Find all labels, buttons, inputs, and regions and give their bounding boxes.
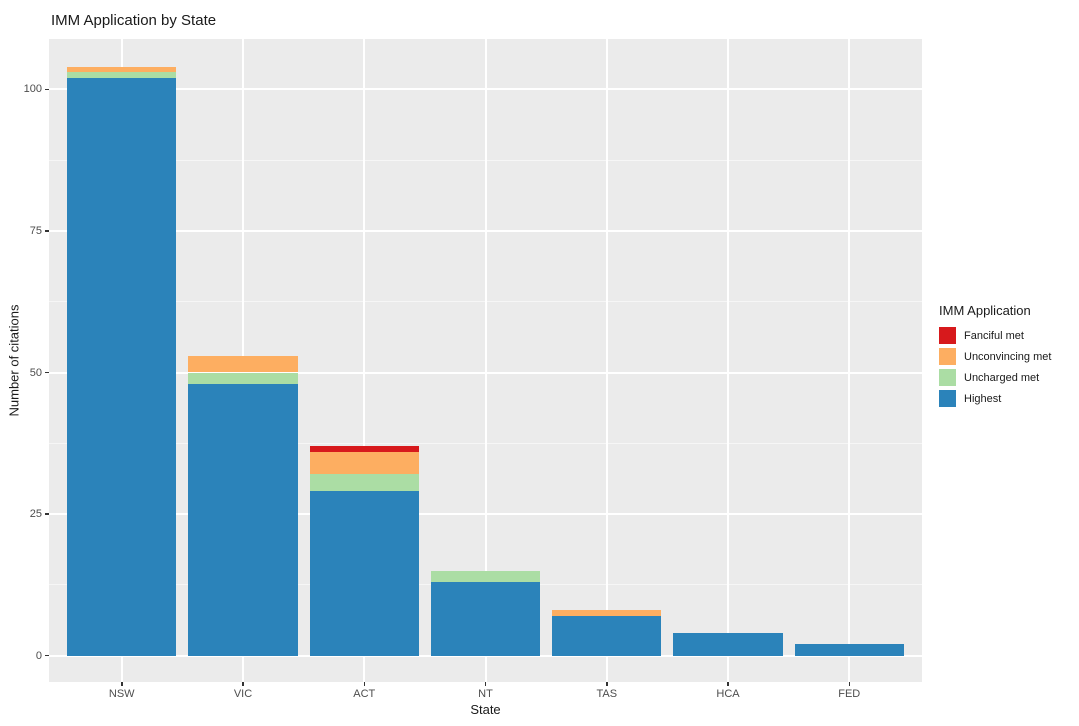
y-tick-label: 0: [35, 649, 42, 662]
bar-segment: [309, 474, 419, 492]
y-axis-tick: [45, 513, 49, 515]
bar-segment: [309, 451, 419, 475]
x-axis-tick: [363, 682, 365, 686]
y-tick-label: 50: [29, 366, 42, 379]
legend-label: Highest: [964, 392, 1002, 405]
bar-segment: [309, 446, 419, 452]
x-axis-tick: [242, 682, 244, 686]
y-axis-title: Number of citations: [6, 304, 22, 417]
bar-segment: [430, 570, 541, 583]
chart-title: IMM Application by State: [51, 12, 217, 29]
x-axis-tick: [727, 682, 729, 686]
legend-label: Uncharged met: [964, 371, 1040, 384]
x-axis-title: State: [470, 702, 501, 717]
y-tick-label: 100: [23, 83, 42, 96]
bar-segment: [67, 66, 177, 73]
x-tick-label: NT: [478, 688, 493, 700]
legend-entry: Highest: [939, 390, 1051, 407]
legend-swatch-icon: [939, 390, 956, 407]
bar-segment: [188, 355, 298, 373]
bar-segment: [552, 616, 662, 656]
x-axis-tick: [484, 682, 487, 686]
bar-segment: [309, 491, 419, 656]
legend-swatch-icon: [939, 348, 956, 365]
bar-segment: [188, 372, 298, 384]
legend-entry: Fanciful met: [939, 327, 1051, 344]
gridline-major-x: [484, 39, 487, 682]
gridline-major-x: [848, 39, 851, 682]
legend-swatch-icon: [939, 327, 956, 344]
bar-segment: [188, 383, 298, 656]
legend: IMM Application Fanciful met Unconvincing…: [939, 303, 1051, 411]
bar-segment: [430, 582, 541, 656]
legend-entries: Fanciful met Unconvincing met Uncharged me…: [939, 327, 1051, 407]
y-axis-tick: [45, 88, 49, 91]
y-axis-tick: [45, 654, 49, 657]
gridline-major-x: [605, 39, 608, 682]
x-tick-label: TAS: [596, 688, 618, 700]
x-tick-label: HCA: [716, 688, 740, 700]
gridline-major-x: [363, 39, 366, 682]
legend-title: IMM Application: [939, 303, 1031, 318]
legend-entry: Unconvincing met: [939, 348, 1051, 365]
bar-segment: [67, 72, 177, 78]
bar-segment: [552, 610, 662, 617]
x-axis-tick: [121, 682, 123, 686]
bar-segment: [794, 644, 904, 656]
x-tick-label: ACT: [353, 688, 376, 700]
legend-entry: Uncharged met: [939, 369, 1051, 386]
x-tick-label: VIC: [233, 688, 253, 700]
x-tick-label: NSW: [108, 688, 135, 700]
x-tick-label: FED: [838, 688, 861, 700]
gridline-major-x: [727, 39, 729, 682]
y-tick-label: 75: [29, 224, 42, 237]
y-axis-tick: [45, 230, 49, 232]
legend-label: Unconvincing met: [964, 350, 1052, 363]
plot-panel: [49, 39, 922, 682]
x-axis-tick: [606, 682, 608, 686]
legend-swatch-icon: [939, 369, 956, 386]
bar-segment: [67, 77, 177, 656]
legend-label: Fanciful met: [964, 329, 1024, 342]
x-axis-tick: [848, 682, 850, 686]
y-tick-label: 25: [29, 508, 42, 521]
y-axis-tick: [45, 371, 49, 374]
bar-segment: [673, 633, 783, 656]
